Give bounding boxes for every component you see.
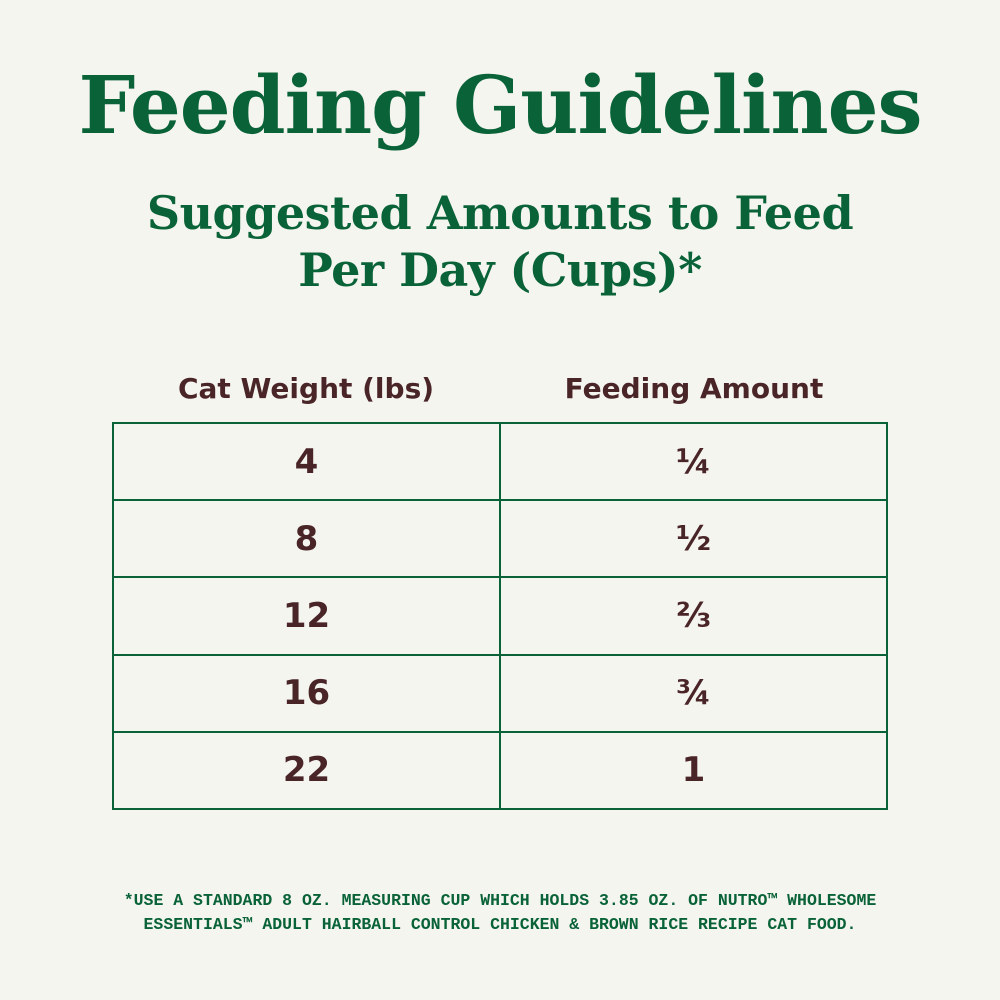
table-cell: ⅔ bbox=[499, 576, 888, 656]
column-header: Feeding Amount bbox=[564, 372, 824, 405]
table-cell: 22 bbox=[112, 730, 501, 811]
title: Feeding Guidelines bbox=[78, 58, 922, 152]
column-header: Cat Weight (lbs) bbox=[177, 372, 435, 405]
footnote-line: *USE A STANDARD 8 OZ. MEASURING CUP WHIC… bbox=[123, 891, 877, 910]
table-cell: 16 bbox=[112, 653, 501, 733]
subtitle-line: Per Day (Cups)* bbox=[298, 243, 702, 297]
table-body: 4 ¼ 8 ½ 12 ⅔ 16 ¾ 22 1 bbox=[112, 421, 888, 811]
table-row: 16 ¾ bbox=[112, 653, 888, 733]
table-cell: ¼ bbox=[499, 421, 888, 502]
table-cell: ¾ bbox=[499, 653, 888, 733]
footnote-line: ESSENTIALS™ ADULT HAIRBALL CONTROL CHICK… bbox=[143, 915, 857, 934]
table-cell: 8 bbox=[112, 499, 501, 579]
table-row: 22 1 bbox=[112, 730, 888, 811]
table-row: 12 ⅔ bbox=[112, 576, 888, 656]
feeding-table: 4 ¼ 8 ½ 12 ⅔ 16 ¾ 22 1 bbox=[112, 421, 888, 811]
table-cell: 12 bbox=[112, 576, 501, 656]
subtitle-line: Suggested Amounts to Feed bbox=[146, 186, 854, 240]
table-cell: ½ bbox=[499, 499, 888, 579]
table-cell: 4 bbox=[112, 421, 501, 502]
table-cell: 1 bbox=[499, 730, 888, 811]
